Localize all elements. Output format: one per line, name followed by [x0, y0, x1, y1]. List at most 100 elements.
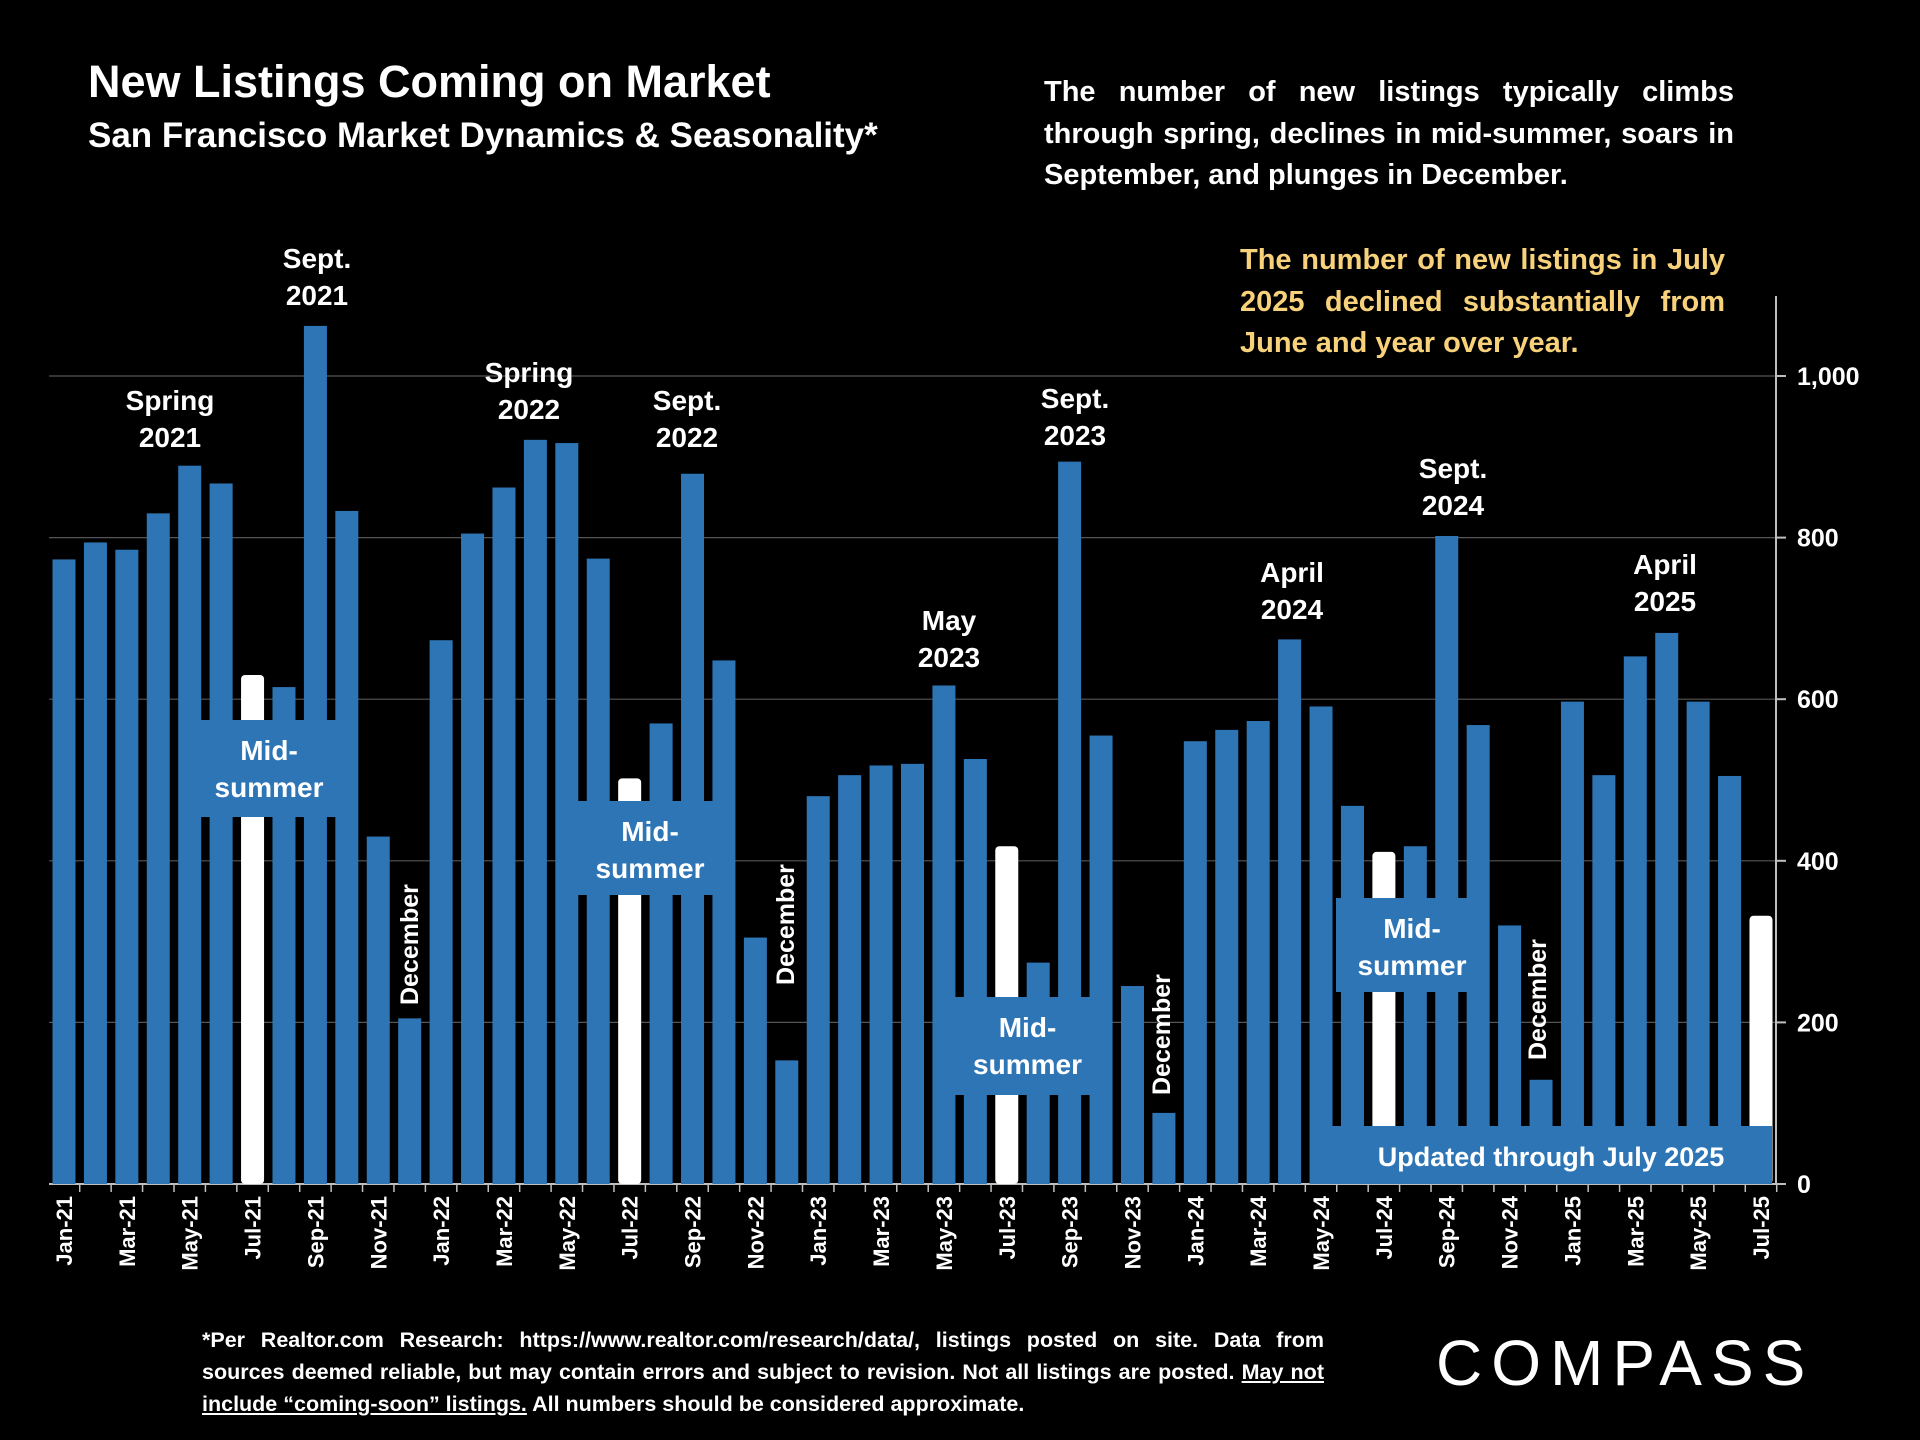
midsummer-label: Mid- — [240, 735, 298, 766]
bar-jan-25 — [1560, 701, 1584, 1184]
midsummer-box — [180, 720, 358, 817]
x-tick-label: Mar-24 — [1246, 1195, 1271, 1267]
x-tick-label: May-23 — [932, 1196, 957, 1271]
bar-mar-22 — [492, 487, 516, 1184]
midsummer-label: Mid- — [999, 1012, 1057, 1043]
bar-jun-23 — [963, 758, 987, 1184]
annotation-label: 2021 — [139, 422, 201, 453]
midsummer-label: Mid- — [621, 816, 679, 847]
bar-apr-25 — [1655, 632, 1679, 1184]
x-tick-label: Sep-24 — [1435, 1195, 1460, 1268]
annotation-label: Sept. — [1041, 383, 1109, 414]
x-tick-label: Nov-22 — [743, 1196, 768, 1269]
bar-oct-23 — [1089, 735, 1113, 1184]
compass-logo: COMPASS — [1436, 1327, 1815, 1399]
annotation-label: Sept. — [1419, 453, 1487, 484]
december-label: December — [1524, 939, 1552, 1060]
x-tick-label: May-22 — [555, 1196, 580, 1271]
annotation-label: May — [922, 605, 977, 636]
annotation-label: Spring — [126, 385, 215, 416]
x-tick-label: Mar-21 — [115, 1196, 140, 1267]
bar-apr-22 — [523, 439, 547, 1184]
annotation-label: 2024 — [1261, 594, 1324, 625]
description-text: The number of new listings typically cli… — [1044, 76, 1734, 191]
updated-box — [1310, 1126, 1772, 1184]
bar-mar-23 — [869, 765, 893, 1184]
midsummer-label: summer — [215, 772, 324, 803]
annotation-label: Sept. — [653, 385, 721, 416]
december-label: December — [1148, 974, 1176, 1095]
midsummer-label: summer — [596, 853, 705, 884]
x-tick-label: Jan-23 — [806, 1196, 831, 1266]
bar-apr-21 — [146, 513, 170, 1184]
december-label: December — [772, 864, 800, 985]
x-tick-label: May-25 — [1686, 1196, 1711, 1271]
bar-oct-21 — [335, 510, 359, 1184]
bar-oct-22 — [712, 660, 736, 1184]
bar-may-25 — [1686, 701, 1710, 1184]
y-tick-label: 800 — [1797, 525, 1839, 553]
y-tick-label: 400 — [1797, 848, 1839, 876]
annotation-label: April — [1633, 549, 1697, 580]
highlight-note: The number of new listings in July 2025 … — [1240, 244, 1725, 359]
x-tick-label: Nov-23 — [1120, 1196, 1145, 1269]
bar-apr-23 — [901, 763, 924, 1184]
bar-jan-21 — [52, 559, 76, 1184]
annotation-label: Spring — [485, 357, 574, 388]
bar-apr-24 — [1278, 639, 1302, 1184]
annotation-label: 2024 — [1422, 490, 1485, 521]
bar-feb-25 — [1592, 775, 1616, 1184]
x-tick-label: Jan-25 — [1560, 1196, 1585, 1266]
midsummer-label: Mid- — [1383, 913, 1441, 944]
bar-may-23 — [932, 685, 956, 1184]
x-tick-label: May-24 — [1309, 1195, 1334, 1270]
december-label: December — [396, 884, 424, 1005]
footnote-text-end: All numbers should be considered approxi… — [526, 1392, 1025, 1416]
bar-feb-24 — [1215, 729, 1239, 1184]
annotation-label: 2023 — [1044, 420, 1106, 451]
bar-feb-23 — [838, 775, 862, 1184]
midsummer-box — [565, 801, 735, 895]
bar-jun-21 — [209, 483, 233, 1184]
x-tick-label: Sep-21 — [303, 1196, 328, 1268]
x-tick-label: Mar-25 — [1623, 1196, 1648, 1267]
annotation-label: 2022 — [656, 422, 718, 453]
bar-dec-23 — [1152, 1112, 1176, 1184]
annotation-label: April — [1260, 557, 1324, 588]
bar-nov-24 — [1498, 925, 1522, 1184]
bar-nov-23 — [1120, 986, 1144, 1184]
bar-mar-24 — [1246, 721, 1270, 1184]
y-tick-label: 1,000 — [1797, 363, 1860, 391]
x-tick-label: Sep-23 — [1058, 1196, 1083, 1268]
x-tick-label: Jul-23 — [995, 1196, 1020, 1260]
annotation-label: 2025 — [1634, 586, 1696, 617]
bar-feb-22 — [461, 533, 485, 1184]
bar-feb-21 — [83, 542, 107, 1184]
y-tick-label: 600 — [1797, 686, 1839, 714]
x-tick-label: Nov-24 — [1498, 1195, 1523, 1269]
bar-sep-24 — [1435, 535, 1459, 1184]
page-title: New Listings Coming on Market — [88, 56, 771, 107]
bar-mar-21 — [115, 549, 139, 1184]
x-tick-label: Jul-25 — [1749, 1196, 1774, 1260]
bar-jun-25 — [1718, 775, 1742, 1184]
midsummer-label: summer — [1358, 950, 1467, 981]
bar-nov-22 — [743, 937, 767, 1184]
annotation-label: 2021 — [286, 280, 348, 311]
updated-label: Updated through July 2025 — [1378, 1142, 1725, 1172]
x-tick-label: Jul-21 — [241, 1196, 266, 1260]
bar-nov-21 — [366, 836, 390, 1184]
bar-dec-21 — [398, 1018, 422, 1184]
x-tick-label: Mar-22 — [492, 1196, 517, 1267]
bar-aug-22 — [649, 723, 673, 1184]
bar-dec-22 — [775, 1060, 799, 1184]
footnote-text: *Per Realtor.com Research: https://www.r… — [202, 1328, 1324, 1384]
bar-jan-22 — [429, 640, 453, 1184]
x-tick-label: Sep-22 — [681, 1196, 706, 1268]
y-tick-label: 0 — [1797, 1171, 1811, 1199]
footnote: *Per Realtor.com Research: https://www.r… — [202, 1324, 1324, 1420]
x-tick-label: Mar-23 — [869, 1196, 894, 1267]
x-tick-label: Jan-21 — [52, 1196, 77, 1266]
x-tick-label: Jan-22 — [429, 1196, 454, 1266]
